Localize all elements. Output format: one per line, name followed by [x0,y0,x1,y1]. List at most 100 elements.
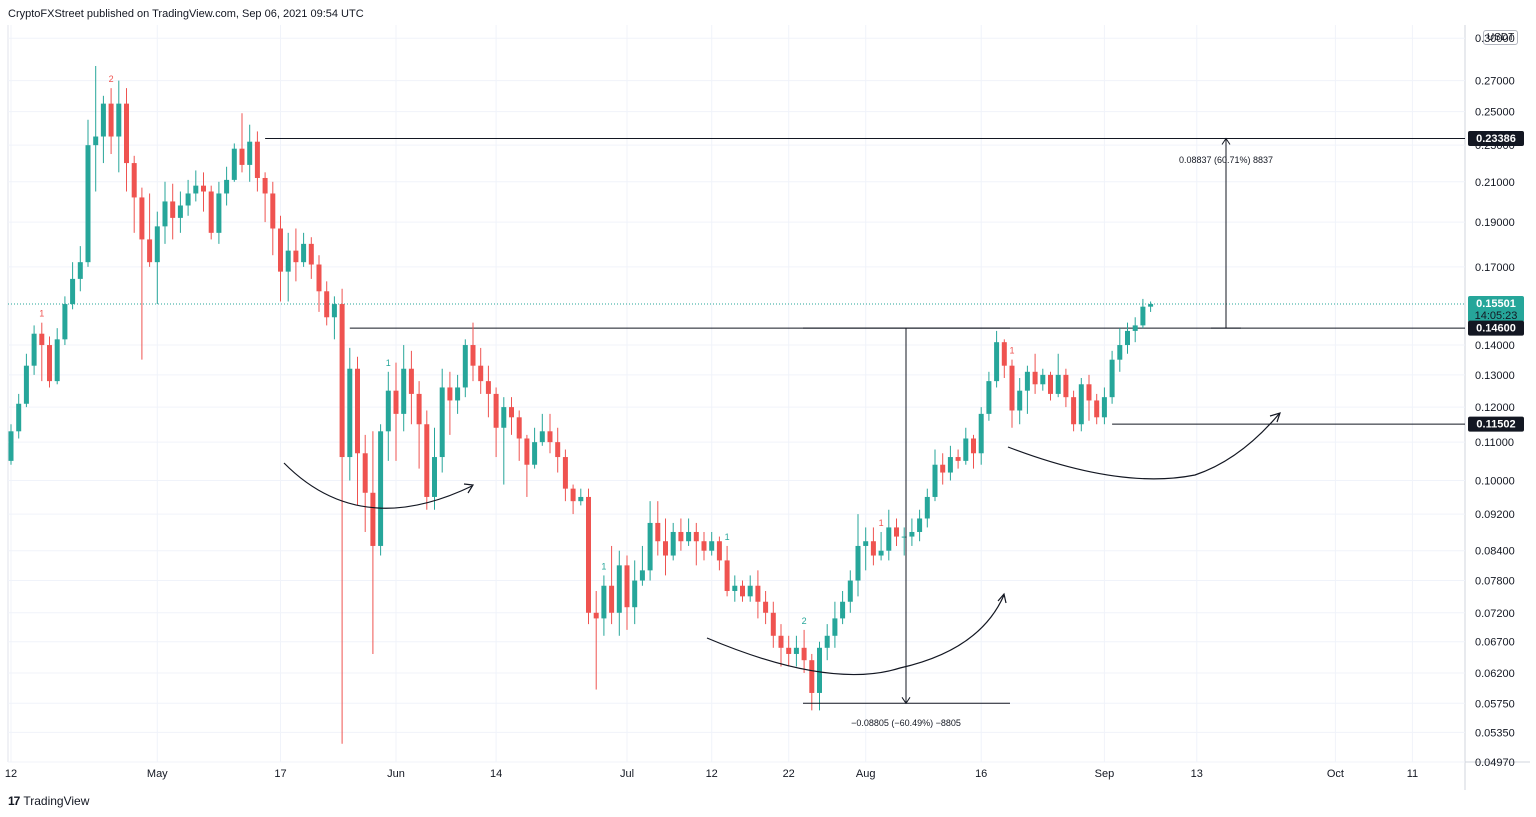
candle-body [1101,397,1107,418]
candle-body [1017,390,1023,411]
price-axis-label: 0.14600 [1468,320,1524,336]
time-tick-label: Oct [1327,768,1344,780]
candle-body [493,393,499,428]
candle-body [701,541,707,551]
candle-body [663,541,668,556]
price-tick-label: 0.04970 [1475,757,1515,769]
candle-body [832,618,838,636]
price-tick-label: 0.11000 [1475,437,1514,449]
measure-down-label: −0.08805 (−60.49%) −8805 [851,718,961,728]
candle-body [963,438,969,461]
candle-body [16,403,22,432]
candle-body [478,365,484,382]
candle-body [578,496,584,502]
candle-body [647,522,653,571]
candle-body [239,148,245,165]
price-tick-label: 0.05750 [1475,698,1515,710]
candle-body [670,531,676,556]
candle-body [455,387,461,401]
price-axis: 0.300000.270000.250000.230000.210000.190… [8,33,1515,769]
candle-body [793,647,799,654]
candle-body [1078,384,1084,425]
price-label-value: 0.23386 [1476,133,1516,145]
candle-body [370,492,376,546]
candle-body [809,660,815,693]
candle-body [547,431,553,443]
price-label-box [1468,130,1524,146]
candle-body [1063,374,1069,398]
candle-body [639,570,645,581]
candle-body [216,193,222,233]
candle-body [262,177,268,194]
candle-body [208,191,214,233]
price-tick-label: 0.14000 [1475,340,1515,352]
candle-body [870,541,876,556]
candle-body [1055,374,1061,394]
candle-body [385,390,391,432]
candle-body [193,185,199,194]
candle-body [709,541,715,551]
candle-body [378,431,384,546]
candle-body [940,464,946,473]
curve-arrowhead [1269,412,1281,423]
candle-body [840,601,846,619]
candle-body [47,345,52,382]
candle-body [316,264,322,292]
candle-body [1125,330,1130,346]
currency-badge[interactable]: USDT [1483,30,1519,45]
measure-up-label: 0.08837 (60.71%) 8837 [1179,155,1273,165]
candle-body [224,179,230,194]
candle-body [570,488,576,502]
candle-body [1086,384,1092,401]
candle-body [539,431,545,443]
candle-body [586,496,591,613]
td-count-label: 2 [109,74,114,84]
time-tick-label: Aug [856,768,876,780]
rounding-bottom-curve [706,594,1005,676]
publisher-header: CryptoFXStreet published on TradingView.… [8,8,364,20]
price-tick-label: 0.06200 [1475,668,1515,680]
candle-body [986,381,992,414]
time-tick-label: 12 [706,768,718,780]
td-count-label: 1 [39,309,44,319]
price-label-value: 0.11502 [1476,419,1515,431]
td-count-label: 1 [386,358,391,368]
candle-body [278,228,283,272]
candle-body [770,612,776,636]
candle-body [393,390,399,414]
candle-body [185,193,191,206]
candle-body [254,141,260,178]
candle-body [62,304,68,340]
candle-body [624,565,630,608]
price-tick-label: 0.06700 [1475,637,1515,649]
candle-body [308,243,314,265]
candle-body [693,531,699,542]
price-tick-label: 0.13000 [1475,370,1515,382]
price-tick-label: 0.09200 [1475,509,1515,521]
candle-body [301,243,307,263]
candle-body [978,413,984,454]
price-tick-label: 0.12000 [1475,402,1515,414]
td-count-label: 1 [879,518,884,528]
candle-body [778,635,784,648]
candle-body [462,345,468,388]
candle-body [170,201,176,218]
candle-body [886,527,892,551]
candle-body [716,541,722,561]
candle-body [1117,345,1123,360]
candle-body [270,193,276,229]
price-tick-label: 0.27000 [1475,76,1515,88]
candle-body [1001,342,1007,366]
candle-body [8,431,14,461]
candle-body [801,647,807,661]
candle-body [439,387,445,458]
rounding-bottom-curve [283,462,473,509]
candle-body [39,333,45,346]
price-tick-label: 0.17000 [1475,262,1515,274]
candle-body [85,145,91,263]
candle-body [1009,365,1015,411]
candles [8,65,1154,744]
candle-body [285,250,291,272]
